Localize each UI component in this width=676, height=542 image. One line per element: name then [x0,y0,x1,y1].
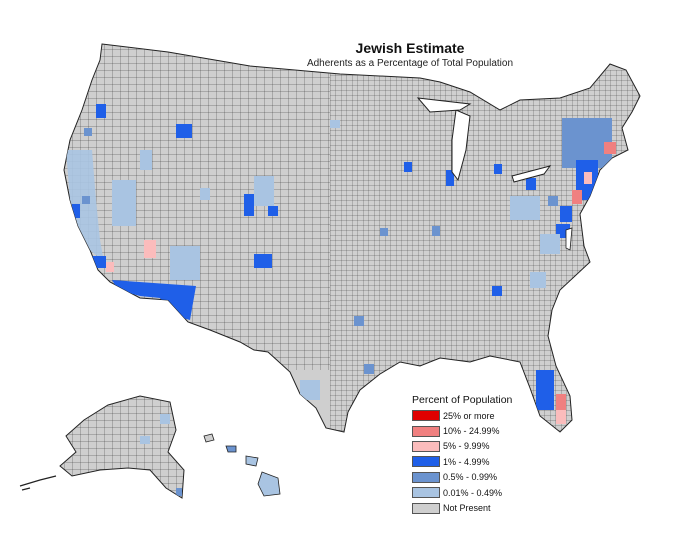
legend: Percent of Population 25% or more 10% - … [412,394,562,516]
legend-label: 1% - 4.99% [443,456,490,467]
county-minneapolis [404,162,412,172]
county-denver [244,194,254,216]
county-dakota-light [330,120,340,128]
region-nevada-light [112,180,136,226]
county-la [92,256,106,268]
legend-item: 25% or more [412,408,562,423]
region-pacific-coast [66,150,104,262]
county-atlanta [492,286,502,296]
county-boston [604,142,616,154]
region-colorado-light [254,176,274,206]
county-st-louis [432,226,440,236]
chesapeake [565,227,573,251]
hawaii-kauai [203,433,215,443]
county-sf-bay [72,204,80,218]
legend-swatch [412,410,440,422]
county-pittsburgh [548,196,558,206]
legend-swatch [412,471,440,483]
ak-fairbanks [160,414,170,424]
region-northeast-blue [562,118,612,168]
county-las-vegas [144,240,156,258]
county-palm-springs [106,262,114,272]
county-utah-light [200,188,210,200]
legend-item: 0.01% - 0.49% [412,485,562,500]
hawaii [203,433,281,497]
legend-item: 1% - 4.99% [412,454,562,469]
county-overlay [64,44,640,432]
hawaii-maui [245,455,259,467]
legend-item: 10% - 24.99% [412,423,562,438]
county-philly [560,206,572,222]
county-montana-light [140,150,152,170]
county-idaho-blue [176,124,192,138]
county-new-jersey [572,190,582,204]
legend-swatch [412,440,440,452]
county-seattle [96,104,106,118]
alaska [19,395,185,499]
legend-label: 25% or more [443,410,495,421]
county-palm-beach [556,394,566,412]
county-kc [380,228,388,236]
county-houston [364,364,374,374]
county-nyc [584,172,592,184]
legend-swatch [412,502,440,514]
ak-anchorage [140,436,150,444]
legend-swatch [412,456,440,468]
region-carolina-light [530,272,546,288]
contiguous-us [63,43,641,433]
county-sacramento [82,196,90,204]
great-lakes-superior [416,97,472,113]
aleutian-islands [19,475,57,491]
region-virginia-light [540,234,560,254]
legend-item: Not Present [412,500,562,515]
legend-item: 5% - 9.99% [412,439,562,454]
county-portland [84,128,92,136]
legend-label: 0.5% - 0.99% [443,472,498,483]
region-tx-light [300,380,320,400]
county-boulder [268,206,278,216]
county-cleveland [526,178,536,190]
legend-label: 10% - 24.99% [443,426,500,437]
legend-label: 0.01% - 0.49% [443,487,503,498]
region-ohio-light [510,196,540,220]
hawaii-big-island [257,471,281,497]
region-arizona [112,280,196,320]
legend-swatch [412,425,440,437]
ak-juneau [176,488,182,496]
legend-title: Percent of Population [412,394,513,406]
map-subtitle: Adherents as a Percentage of Total Popul… [306,58,514,69]
great-lakes-michigan [451,109,471,182]
county-dallas [354,316,364,326]
hawaii-oahu [225,445,237,453]
great-lakes-erie [511,165,552,183]
region-florida-blue [536,370,554,410]
county-santa-fe [254,254,272,268]
legend-swatch [412,487,440,499]
legend-label: 5% - 9.99% [443,441,490,452]
county-miami [556,410,566,424]
map-title: Jewish Estimate [355,40,465,56]
region-nm-light [170,246,200,280]
county-detroit [494,164,502,174]
county-chicago [446,170,454,186]
legend-item: 0.5% - 0.99% [412,470,562,485]
legend-label: Not Present [443,503,491,514]
